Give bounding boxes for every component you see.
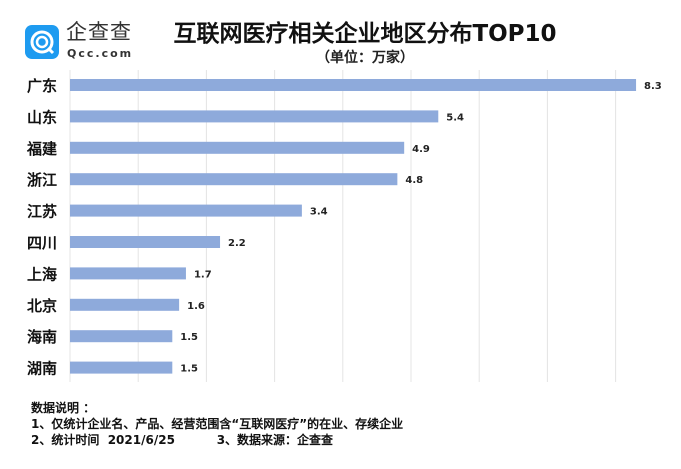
category-label: 北京 xyxy=(27,297,57,315)
data-notes: 数据说明 ： 1、仅统计企业名、产品、经营范围含“互联网医疗”的在业、存续企业 … xyxy=(31,400,403,448)
data-label: 1.7 xyxy=(194,269,212,280)
category-label: 山东 xyxy=(27,108,57,126)
bar xyxy=(70,110,439,123)
data-label: 3.4 xyxy=(310,207,328,218)
data-label: 4.8 xyxy=(405,175,423,186)
category-label: 浙江 xyxy=(27,171,57,189)
notes-heading: 数据说明 ： xyxy=(31,401,96,415)
data-label: 8.3 xyxy=(644,81,662,92)
logo-sub: Qcc.com xyxy=(67,47,134,60)
logo-name: 企查查 xyxy=(66,20,132,44)
category-label: 上海 xyxy=(27,265,57,283)
chart-subtitle: （单位：万家） xyxy=(316,50,414,66)
bar xyxy=(70,173,398,186)
bar xyxy=(70,330,173,343)
data-label: 5.4 xyxy=(446,112,464,123)
data-label: 2.2 xyxy=(228,238,246,249)
chart-title: 互联网医疗相关企业地区分布TOP10 xyxy=(173,21,557,47)
bar xyxy=(70,298,180,311)
bar xyxy=(70,141,405,154)
bar xyxy=(70,236,221,248)
bar xyxy=(70,79,637,91)
bar xyxy=(70,361,173,374)
bar xyxy=(70,267,186,280)
category-label: 广东 xyxy=(27,77,57,95)
category-label: 海南 xyxy=(27,328,57,346)
category-label: 四川 xyxy=(27,234,57,252)
notes-line-1: 1、仅统计企业名、产品、经营范围含“互联网医疗”的在业、存续企业 xyxy=(31,417,404,431)
data-label: 1.6 xyxy=(187,301,205,312)
data-label: 1.5 xyxy=(180,364,198,375)
category-label: 湖南 xyxy=(27,360,57,378)
bar xyxy=(70,204,302,217)
logo-q-icon xyxy=(30,30,55,55)
category-label: 福建 xyxy=(26,140,58,158)
category-label: 江苏 xyxy=(27,203,57,221)
data-label: 1.5 xyxy=(180,332,198,343)
qcc-logo-icon xyxy=(25,25,59,59)
notes-line-2: 2、统计时间 2021/6/25 3、数据来源：企查查 xyxy=(31,433,334,447)
data-label: 4.9 xyxy=(412,144,430,155)
